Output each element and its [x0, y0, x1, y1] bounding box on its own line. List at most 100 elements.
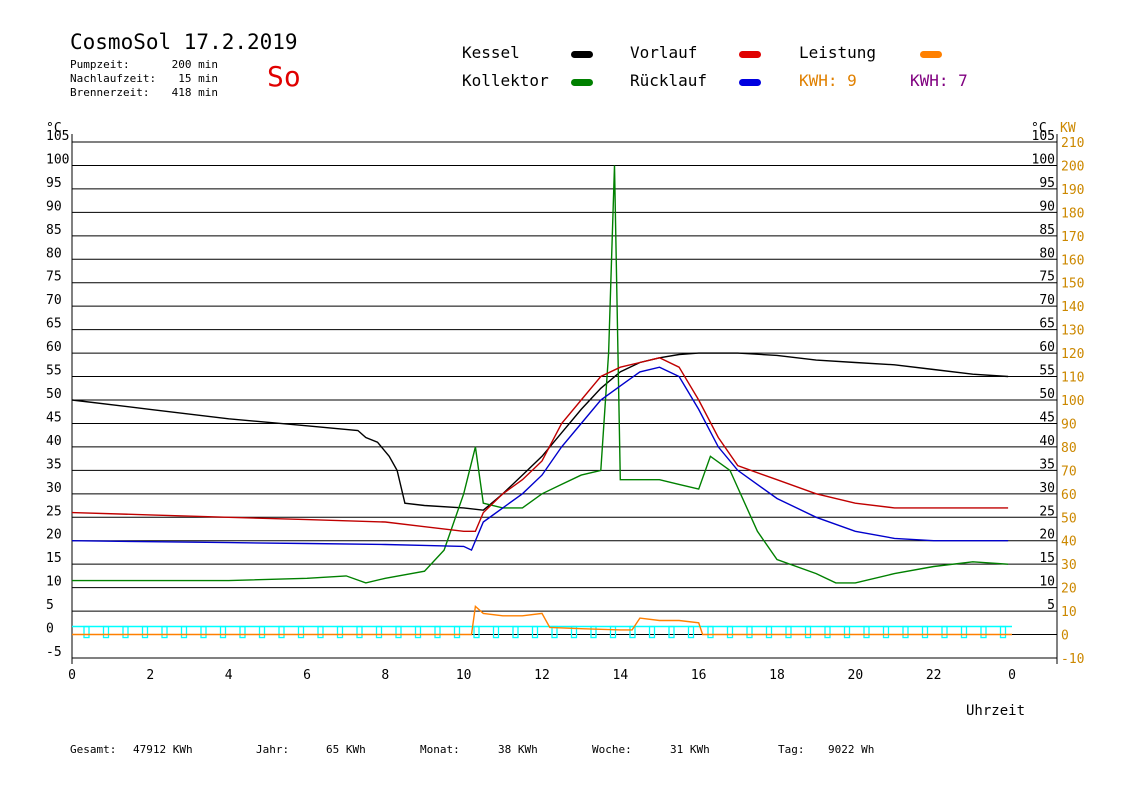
- y2-tick-label: 10: [1061, 605, 1077, 620]
- kwh-orange-label: KWH: 9: [799, 71, 857, 90]
- pump-pulse: [122, 625, 129, 639]
- x-tick-label: 12: [534, 668, 550, 683]
- pump-pulse: [356, 625, 363, 639]
- x-axis-label: Uhrzeit: [966, 703, 1025, 719]
- pump-pulse: [395, 625, 402, 639]
- y-tick-label: 75: [46, 270, 62, 285]
- legend-leistung: Leistung: [799, 43, 877, 62]
- pump-pulse: [980, 625, 987, 639]
- pump-pulse: [180, 625, 188, 639]
- pump-pulse: [687, 625, 695, 639]
- x-tick-label: 18: [769, 668, 785, 683]
- y2-tick-label: 20: [1061, 582, 1077, 597]
- pump-pulse: [239, 625, 246, 639]
- y-right-tick-label: 60: [1039, 340, 1055, 355]
- pump-pulse: [707, 625, 714, 639]
- y-tick-label: 105: [46, 129, 69, 144]
- kwh-purple-label: KWH: 7: [910, 71, 968, 90]
- x-tick-label: 2: [146, 668, 154, 683]
- y2-tick-label: 140: [1061, 300, 1084, 315]
- x-tick-label: 22: [926, 668, 942, 683]
- y-right-tick-label: 65: [1039, 317, 1055, 332]
- y-right-tick-label: 95: [1039, 176, 1055, 191]
- pump-pulse: [648, 625, 656, 639]
- y-right-tick-label: 25: [1039, 504, 1055, 519]
- y-tick-label: 80: [46, 246, 62, 261]
- y2-tick-label: 130: [1061, 324, 1084, 339]
- legend-kessel-swatch: [571, 51, 593, 58]
- y2-tick-label: 170: [1061, 230, 1084, 245]
- y-tick-label: 30: [46, 481, 62, 496]
- pump-pulse: [297, 625, 305, 639]
- pump-pulse: [746, 625, 753, 639]
- y2-tick-label: 80: [1061, 441, 1077, 456]
- pump-pulse: [219, 625, 227, 639]
- y-tick-label: 10: [46, 575, 62, 590]
- series-leistung: [72, 605, 1012, 636]
- pump-pulse: [102, 625, 110, 639]
- pump-pulse: [999, 625, 1007, 639]
- y-tick-label: 0: [46, 622, 54, 637]
- y-tick-label: 40: [46, 434, 62, 449]
- y2-tick-label: 30: [1061, 558, 1077, 573]
- weekday-label: So: [267, 60, 301, 93]
- y-right-tick-label: 20: [1039, 528, 1055, 543]
- pump-pulse: [804, 625, 812, 639]
- pump-pulse: [551, 625, 558, 639]
- pump-pulse: [941, 625, 948, 639]
- legend-vorlauf-swatch: [739, 51, 761, 58]
- pump-pulse: [765, 625, 773, 639]
- footer-monat: Monat: 38 KWh: [420, 743, 538, 756]
- x-tick-label: 4: [225, 668, 233, 683]
- y-tick-label: 70: [46, 293, 62, 308]
- pump-pulse: [531, 625, 539, 639]
- footer-tag: Tag: 9022 Wh: [778, 743, 875, 756]
- pump-pulse: [902, 625, 909, 639]
- y2-tick-label: 70: [1061, 464, 1077, 479]
- y-right-tick-label: 50: [1039, 387, 1055, 402]
- y-right-tick-label: 15: [1039, 551, 1055, 566]
- y-right-tick-label: 30: [1039, 481, 1055, 496]
- y-right-tick-label: 75: [1039, 270, 1055, 285]
- pump-pulse: [200, 625, 207, 639]
- y-tick-label: 5: [46, 598, 54, 613]
- legend-ruecklauf: Rücklauf: [630, 71, 708, 90]
- pump-pulse: [609, 625, 617, 639]
- y-right-tick-label: 5: [1047, 598, 1055, 613]
- pump-pulse: [668, 625, 675, 639]
- y-tick-label: 45: [46, 410, 62, 425]
- y-right-tick-label: 40: [1039, 434, 1055, 449]
- y-right-tick-label: 100: [1032, 152, 1055, 167]
- y-right-tick-label: 105: [1032, 129, 1055, 144]
- legend-vorlauf: Vorlauf: [630, 43, 698, 62]
- y-tick-label: 100: [46, 152, 69, 167]
- legend-leistung-swatch: [920, 51, 942, 58]
- y2-tick-label: 110: [1061, 371, 1084, 386]
- y-tick-label: 25: [46, 504, 62, 519]
- left-unit-label: °C: [46, 121, 62, 136]
- legend-kessel: Kessel: [462, 43, 520, 62]
- pump-pulse: [960, 625, 968, 639]
- pump-pulse: [83, 625, 90, 639]
- pump-pulse: [882, 625, 890, 639]
- pump-pulse: [824, 625, 831, 639]
- chart-series: [71, 165, 1012, 639]
- y-tick-label: 95: [46, 176, 62, 191]
- footer-jahr: Jahr: 65 KWh: [256, 743, 366, 756]
- y2-tick-label: 50: [1061, 511, 1077, 526]
- y2-tick-label: 150: [1061, 277, 1084, 292]
- y-right-tick-label: 45: [1039, 410, 1055, 425]
- right-unit-label: °C: [1031, 121, 1047, 136]
- y2-tick-label: 120: [1061, 347, 1084, 362]
- stat-brennerzeit: Brennerzeit: 418 min: [70, 86, 218, 99]
- kw-unit-label: KW: [1060, 121, 1076, 136]
- legend-kollektor: Kollektor: [462, 71, 549, 90]
- pump-pulse: [258, 625, 266, 639]
- y2-tick-label: 100: [1061, 394, 1084, 409]
- y-right-tick-label: 90: [1039, 199, 1055, 214]
- y2-tick-label: 0: [1061, 629, 1069, 644]
- pump-pulse: [453, 625, 461, 639]
- pump-pulse: [512, 625, 519, 639]
- y-right-tick-label: 85: [1039, 223, 1055, 238]
